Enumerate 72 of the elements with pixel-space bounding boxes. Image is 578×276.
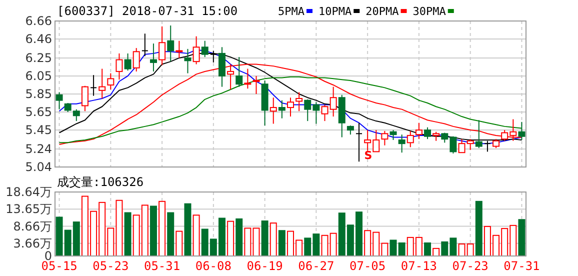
bar: [184, 203, 192, 256]
candlestick: [424, 126, 432, 140]
y-tick-label: 5.45: [25, 123, 52, 138]
bar: [158, 200, 166, 256]
chart-title: 成交量:106326: [57, 175, 144, 189]
x-tick-label: 06-08: [195, 259, 232, 273]
bar: [176, 230, 183, 256]
y-tick-label: 18.64万: [6, 185, 52, 199]
y-tick-label: 5.65: [25, 105, 52, 120]
candlestick: [346, 125, 354, 136]
x-tick-label: 07-13: [400, 259, 438, 273]
bar: [192, 214, 200, 256]
candlestick: [141, 33, 148, 57]
x-tick-label: 05-15: [41, 259, 78, 273]
candlestick: [398, 134, 406, 154]
candlestick: [72, 108, 80, 122]
line-series: [58, 76, 522, 144]
y-tick-label: 8.66万: [13, 219, 52, 234]
bar: [424, 242, 432, 256]
bar: [518, 219, 526, 256]
candlestick: [150, 43, 157, 72]
x-tick-label: 07-23: [452, 259, 488, 273]
bar: [124, 212, 132, 256]
candlestick: [184, 48, 192, 74]
bar: [270, 222, 277, 256]
legend-label: 5PMA: [278, 5, 305, 18]
candlestick: [390, 130, 397, 140]
candlestick: [176, 40, 183, 58]
x-tick-label: 05-31: [144, 259, 180, 273]
x-tick-label: 06-27: [298, 259, 334, 273]
candlestick: [192, 36, 200, 65]
candlestick: [56, 92, 63, 110]
candlestick: [218, 46, 226, 88]
x-tick-label: 06-19: [246, 259, 283, 273]
candlestick: [356, 122, 363, 162]
candlestick: [278, 100, 286, 119]
y-tick-label: 6.66: [25, 14, 52, 28]
y-tick-label: 5.85: [25, 87, 52, 101]
candlestick: [236, 56, 243, 88]
y-tick-label: 6.05: [25, 68, 52, 83]
candlestick: [124, 52, 132, 72]
y-tick-label: 5.04: [25, 160, 52, 174]
x-tick-label: 07-05: [350, 259, 386, 273]
y-tick-label: 6.46: [25, 32, 52, 46]
candlestick: [270, 97, 277, 124]
bar: [278, 230, 286, 256]
bar: [167, 212, 174, 256]
candlestick: [116, 52, 123, 80]
candlestick: [64, 102, 72, 113]
legend-label: 30PMA: [412, 5, 446, 18]
annotation: S: [364, 149, 372, 162]
y-tick-label: 13.65万: [6, 202, 52, 216]
bar: [475, 200, 482, 256]
bar: [236, 218, 243, 256]
candlestick: [90, 74, 98, 96]
legend-label: 20PMA: [366, 5, 400, 18]
bar: [261, 220, 268, 256]
bar: [150, 206, 157, 256]
chart-title: [600337] 2018-07-31 15:00: [57, 4, 238, 18]
candlestick: [167, 25, 174, 62]
y-tick-label: 6.25: [25, 50, 52, 65]
x-tick-label: 05-23: [92, 259, 129, 273]
x-tick-label: 07-31: [504, 259, 540, 273]
candlestick: [296, 92, 303, 112]
legend-label: 10PMA: [318, 5, 352, 18]
y-tick-label: 3.66万: [13, 236, 52, 250]
candlestick: [475, 120, 482, 149]
bar: [227, 220, 234, 256]
candlestick: [201, 40, 208, 58]
candlestick: [518, 121, 526, 140]
y-tick-label: 5.24: [25, 142, 52, 156]
candlestick: [98, 68, 106, 100]
